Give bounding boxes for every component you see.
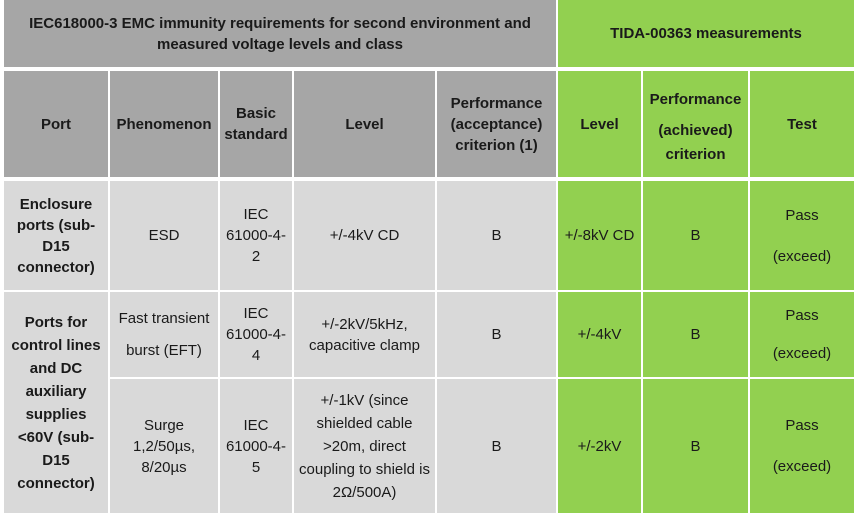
table-cell-level: +/-4kV CD xyxy=(294,181,435,290)
table-cell-performance-achieved: B xyxy=(643,292,748,377)
table-cell-basic-standard: IEC 61000-4-2 xyxy=(220,181,292,290)
header-performance-acceptance: Performance (acceptance) criterion (1) xyxy=(437,71,556,177)
header-phenomenon: Phenomenon xyxy=(110,71,218,177)
header-level: Level xyxy=(294,71,435,177)
table-cell-measured-level: +/-8kV CD xyxy=(558,181,641,290)
table-cell-performance-achieved: B xyxy=(643,181,748,290)
table-cell-test: Pass (exceed) xyxy=(750,181,854,290)
header-basic-standard: Basic standard xyxy=(220,71,292,177)
table-cell-performance-achieved: B xyxy=(643,379,748,513)
table-cell-level: +/-2kV/5kHz, capacitive clamp xyxy=(294,292,435,377)
table-cell-basic-standard: IEC 61000-4-4 xyxy=(220,292,292,377)
header-port: Port xyxy=(4,71,108,177)
header-test: Test xyxy=(750,71,854,177)
header-performance-achieved: Performance (achieved) criterion xyxy=(643,71,748,177)
port-group-enclosure: Enclosure ports (sub-D15 connector) xyxy=(4,181,108,290)
table-cell-test: Pass (exceed) xyxy=(750,379,854,513)
header-measured-level: Level xyxy=(558,71,641,177)
table-cell-level: +/-1kV (since shielded cable >20m, direc… xyxy=(294,379,435,513)
port-group-control-lines: Ports for control lines and DC auxiliary… xyxy=(4,292,108,513)
title-left-text: IEC618000-3 EMC immunity requirements fo… xyxy=(29,14,531,53)
table-cell-performance-acceptance: B xyxy=(437,379,556,513)
table-cell-basic-standard: IEC 61000-4-5 xyxy=(220,379,292,513)
table-cell-performance-acceptance: B xyxy=(437,292,556,377)
title-right: TIDA-00363 measurements xyxy=(558,0,854,67)
table-cell-measured-level: +/-2kV xyxy=(558,379,641,513)
table-cell-test: Pass (exceed) xyxy=(750,292,854,377)
title-left: IEC618000-3 EMC immunity requirements fo… xyxy=(4,0,556,67)
table-cell-phenomenon: Fast transient burst (EFT) xyxy=(110,292,218,377)
table-cell-performance-acceptance: B xyxy=(437,181,556,290)
table-cell-phenomenon: ESD xyxy=(110,181,218,290)
table-cell-measured-level: +/-4kV xyxy=(558,292,641,377)
table-cell-phenomenon: Surge 1,2/50µs, 8/20µs xyxy=(110,379,218,513)
title-right-text: TIDA-00363 measurements xyxy=(610,25,802,42)
